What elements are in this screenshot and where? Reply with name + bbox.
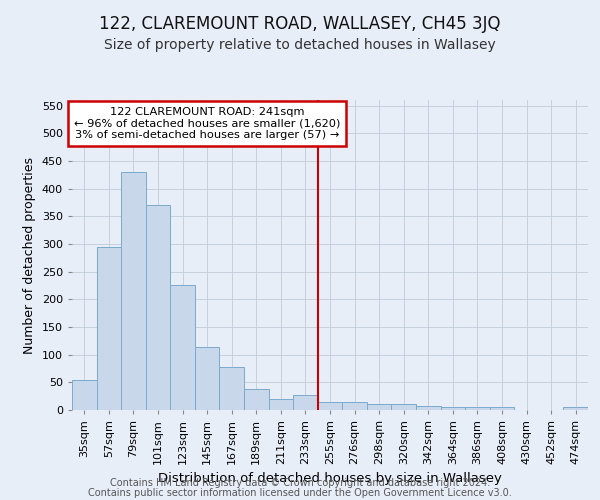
Bar [121, 172, 146, 410]
Bar [563, 407, 588, 410]
Bar [318, 402, 342, 410]
Bar [170, 286, 195, 410]
Text: Contains public sector information licensed under the Open Government Licence v3: Contains public sector information licen… [88, 488, 512, 498]
Bar [342, 402, 367, 410]
Bar [367, 404, 391, 410]
Y-axis label: Number of detached properties: Number of detached properties [23, 156, 36, 354]
Text: Size of property relative to detached houses in Wallasey: Size of property relative to detached ho… [104, 38, 496, 52]
X-axis label: Distribution of detached houses by size in Wallasey: Distribution of detached houses by size … [158, 472, 502, 486]
Bar [391, 404, 416, 410]
Bar [465, 407, 490, 410]
Bar [490, 406, 514, 410]
Bar [244, 389, 269, 410]
Bar [97, 246, 121, 410]
Text: 122 CLAREMOUNT ROAD: 241sqm
← 96% of detached houses are smaller (1,620)
3% of s: 122 CLAREMOUNT ROAD: 241sqm ← 96% of det… [74, 106, 340, 140]
Bar [440, 407, 465, 410]
Bar [220, 368, 244, 410]
Text: Contains HM Land Registry data © Crown copyright and database right 2024.: Contains HM Land Registry data © Crown c… [110, 478, 490, 488]
Bar [72, 380, 97, 410]
Bar [416, 406, 440, 410]
Bar [293, 395, 318, 410]
Bar [146, 205, 170, 410]
Bar [269, 399, 293, 410]
Bar [195, 348, 220, 410]
Text: 122, CLAREMOUNT ROAD, WALLASEY, CH45 3JQ: 122, CLAREMOUNT ROAD, WALLASEY, CH45 3JQ [99, 15, 501, 33]
